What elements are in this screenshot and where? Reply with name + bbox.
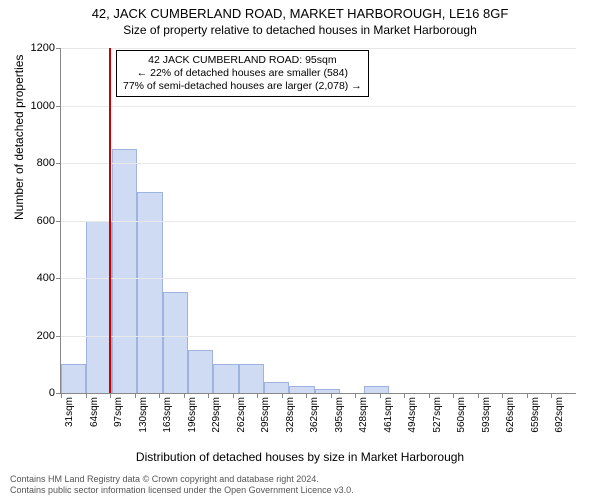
histogram-bar bbox=[289, 386, 314, 393]
gridline bbox=[61, 278, 576, 279]
xtick-mark bbox=[527, 393, 528, 398]
footer-attribution: Contains HM Land Registry data © Crown c… bbox=[10, 474, 354, 496]
title-sub: Size of property relative to detached ho… bbox=[0, 21, 600, 37]
histogram-bar bbox=[364, 386, 389, 393]
ytick-label: 1200 bbox=[31, 42, 55, 54]
annotation-line: 42 JACK CUMBERLAND ROAD: 95sqm bbox=[123, 54, 362, 67]
xtick-mark bbox=[380, 393, 381, 398]
xtick-mark bbox=[355, 393, 356, 398]
xtick-label: 130sqm bbox=[138, 397, 149, 433]
gridline bbox=[61, 163, 576, 164]
footer-line-2: Contains public sector information licen… bbox=[10, 485, 354, 496]
ytick-mark bbox=[56, 48, 61, 49]
xtick-mark bbox=[478, 393, 479, 398]
ytick-label: 400 bbox=[37, 272, 55, 284]
xtick-mark bbox=[331, 393, 332, 398]
ytick-mark bbox=[56, 221, 61, 222]
xtick-label: 494sqm bbox=[407, 397, 418, 433]
xtick-label: 395sqm bbox=[334, 397, 345, 433]
histogram-bar bbox=[163, 292, 188, 393]
ytick-label: 200 bbox=[37, 330, 55, 342]
xtick-label: 97sqm bbox=[113, 397, 124, 427]
xtick-label: 362sqm bbox=[309, 397, 320, 433]
ytick-mark bbox=[56, 106, 61, 107]
histogram-bar bbox=[315, 389, 340, 393]
xtick-label: 163sqm bbox=[162, 397, 173, 433]
xtick-mark bbox=[306, 393, 307, 398]
ytick-mark bbox=[56, 163, 61, 164]
xtick-label: 461sqm bbox=[383, 397, 394, 433]
histogram-bar bbox=[112, 149, 137, 393]
xtick-mark bbox=[159, 393, 160, 398]
xtick-label: 527sqm bbox=[432, 397, 443, 433]
xtick-label: 692sqm bbox=[554, 397, 565, 433]
histogram-bar bbox=[239, 364, 264, 393]
ytick-label: 800 bbox=[37, 157, 55, 169]
gridline bbox=[61, 106, 576, 107]
xtick-label: 196sqm bbox=[187, 397, 198, 433]
xtick-label: 31sqm bbox=[64, 397, 75, 427]
xtick-label: 659sqm bbox=[530, 397, 541, 433]
xtick-mark bbox=[453, 393, 454, 398]
annotation-line: 77% of semi-detached houses are larger (… bbox=[123, 80, 362, 93]
xtick-label: 262sqm bbox=[236, 397, 247, 433]
reference-line bbox=[109, 48, 111, 393]
ytick-label: 600 bbox=[37, 215, 55, 227]
xtick-label: 560sqm bbox=[456, 397, 467, 433]
x-axis-label: Distribution of detached houses by size … bbox=[0, 450, 600, 464]
histogram-bar bbox=[137, 192, 162, 393]
title-main: 42, JACK CUMBERLAND ROAD, MARKET HARBORO… bbox=[0, 0, 600, 21]
ytick-mark bbox=[56, 336, 61, 337]
gridline bbox=[61, 336, 576, 337]
ytick-mark bbox=[56, 278, 61, 279]
xtick-mark bbox=[208, 393, 209, 398]
xtick-label: 428sqm bbox=[358, 397, 369, 433]
xtick-mark bbox=[86, 393, 87, 398]
ytick-label: 0 bbox=[49, 387, 55, 399]
histogram-bar bbox=[264, 382, 289, 394]
xtick-mark bbox=[61, 393, 62, 398]
y-axis-label: Number of detached properties bbox=[12, 55, 26, 220]
xtick-label: 229sqm bbox=[211, 397, 222, 433]
xtick-mark bbox=[502, 393, 503, 398]
xtick-label: 626sqm bbox=[505, 397, 516, 433]
xtick-label: 64sqm bbox=[89, 397, 100, 427]
xtick-label: 328sqm bbox=[285, 397, 296, 433]
xtick-mark bbox=[257, 393, 258, 398]
xtick-mark bbox=[233, 393, 234, 398]
chart-area: 02004006008001000120031sqm64sqm97sqm130s… bbox=[60, 48, 576, 394]
histogram-bar bbox=[61, 364, 86, 393]
gridline bbox=[61, 221, 576, 222]
annotation-box: 42 JACK CUMBERLAND ROAD: 95sqm← 22% of d… bbox=[116, 50, 369, 97]
footer-line-1: Contains HM Land Registry data © Crown c… bbox=[10, 474, 354, 485]
xtick-mark bbox=[110, 393, 111, 398]
annotation-line: ← 22% of detached houses are smaller (58… bbox=[123, 67, 362, 80]
gridline bbox=[61, 48, 576, 49]
histogram-bar bbox=[213, 364, 238, 393]
xtick-mark bbox=[184, 393, 185, 398]
xtick-label: 593sqm bbox=[481, 397, 492, 433]
xtick-mark bbox=[429, 393, 430, 398]
ytick-label: 1000 bbox=[31, 100, 55, 112]
histogram-bar bbox=[188, 350, 213, 393]
xtick-mark bbox=[282, 393, 283, 398]
xtick-mark bbox=[551, 393, 552, 398]
xtick-mark bbox=[135, 393, 136, 398]
xtick-label: 295sqm bbox=[260, 397, 271, 433]
xtick-mark bbox=[404, 393, 405, 398]
